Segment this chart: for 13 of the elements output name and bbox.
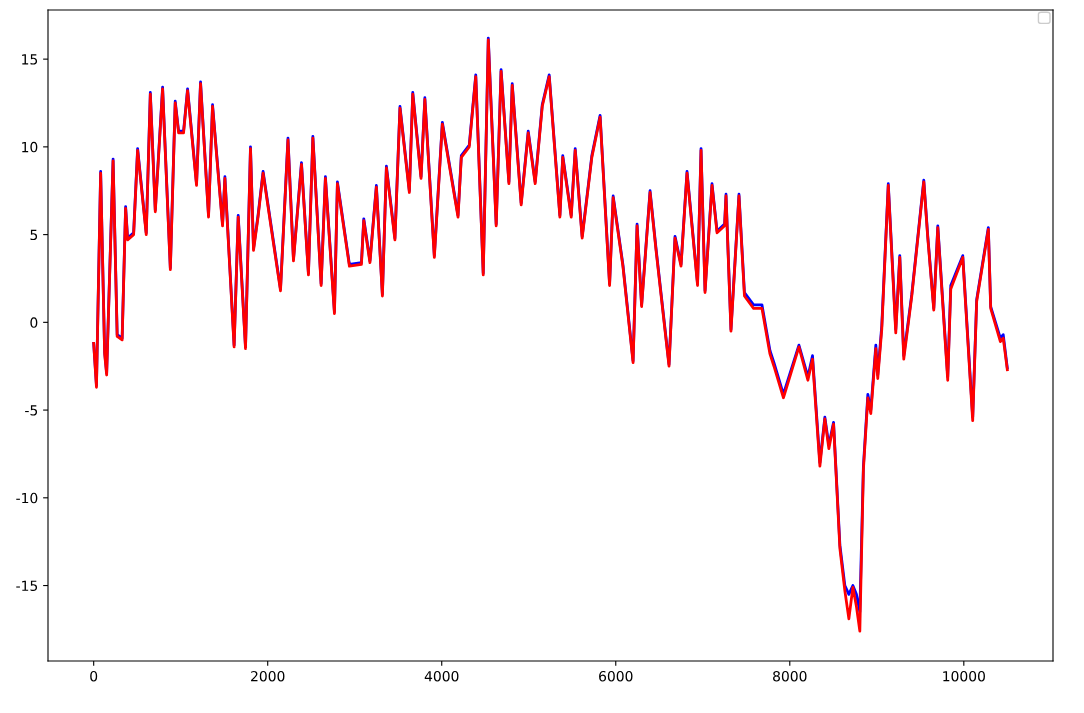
y-tick-label: 15	[22, 54, 38, 65]
x-tick-label: 10000	[943, 670, 985, 682]
x-tick-label: 0	[90, 670, 98, 682]
x-tick-label: 8000	[773, 670, 807, 682]
x-tick-label: 6000	[599, 670, 633, 682]
y-tick-label: -10	[16, 492, 38, 504]
y-tick-label: -5	[25, 405, 38, 416]
x-tick-label: 4000	[424, 670, 459, 682]
y-tick-label: -15	[16, 580, 38, 592]
y-tick-label: 10	[22, 141, 38, 153]
x-tick-label: 2000	[251, 670, 285, 682]
y-tick-label: 0	[30, 317, 38, 328]
y-tick-label: 5	[30, 229, 38, 241]
